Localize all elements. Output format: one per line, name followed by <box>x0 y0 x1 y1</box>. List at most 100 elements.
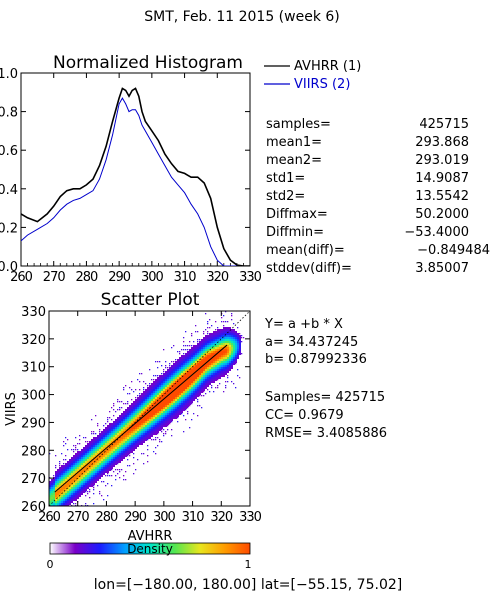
density-cell <box>171 403 173 405</box>
density-cell <box>77 467 79 469</box>
density-cell <box>133 437 135 439</box>
density-cell <box>127 451 129 453</box>
density-cell <box>59 461 61 463</box>
density-cell <box>113 463 115 465</box>
density-cell <box>101 453 103 455</box>
density-cell <box>87 473 89 475</box>
density-cell <box>189 365 191 367</box>
scatter-y-tick-label: 320 <box>21 333 46 348</box>
density-cell <box>239 337 241 339</box>
density-cell <box>205 341 207 343</box>
density-cell <box>193 389 195 391</box>
density-cell <box>127 437 129 439</box>
density-cell <box>107 425 109 427</box>
density-cell <box>67 473 69 475</box>
density-cell <box>79 471 81 473</box>
density-cell <box>189 345 191 347</box>
density-cell <box>153 385 155 387</box>
density-cell <box>117 409 119 411</box>
density-cell <box>211 371 213 373</box>
colorbar-max-label: 1 <box>245 558 252 571</box>
density-cell <box>129 449 131 451</box>
density-cell <box>137 423 139 425</box>
density-cell <box>199 391 201 393</box>
legend-viirs-label: VIIRS (2) <box>294 77 350 92</box>
density-cell <box>219 363 221 365</box>
density-cell <box>161 397 163 399</box>
density-cell <box>119 455 121 457</box>
density-cell <box>123 423 125 425</box>
density-cell <box>191 359 193 361</box>
density-cell <box>205 329 207 331</box>
density-cell <box>115 431 117 433</box>
density-cell <box>119 439 121 441</box>
density-cell <box>109 441 111 443</box>
density-cell <box>115 449 117 451</box>
density-cell <box>141 399 143 401</box>
density-cell <box>213 367 215 369</box>
density-cell <box>231 341 233 343</box>
density-cell <box>141 427 143 429</box>
density-cell <box>147 395 149 397</box>
density-cell <box>173 411 175 413</box>
density-cell <box>151 425 153 427</box>
density-cell <box>239 349 241 351</box>
density-cell <box>129 409 131 411</box>
density-cell <box>75 485 77 487</box>
density-cell <box>139 395 141 397</box>
density-cell <box>169 379 171 381</box>
density-cell <box>93 471 95 473</box>
density-cell <box>169 375 171 377</box>
density-cell <box>207 333 209 335</box>
density-cell <box>151 429 153 431</box>
density-cell <box>121 441 123 443</box>
density-cell <box>157 381 159 383</box>
density-cell <box>229 331 231 333</box>
density-cell <box>109 469 111 471</box>
density-cell <box>197 405 199 407</box>
density-cell <box>137 429 139 431</box>
density-cell <box>147 439 149 441</box>
density-cell <box>219 375 221 377</box>
density-cell <box>215 345 217 347</box>
density-cell <box>105 465 107 467</box>
density-cell <box>105 429 107 431</box>
density-cell <box>55 499 57 501</box>
density-cell <box>61 489 63 491</box>
density-cell <box>219 333 221 335</box>
density-cell <box>233 383 235 385</box>
density-cell <box>211 363 213 365</box>
density-cell <box>157 391 159 393</box>
density-cell <box>77 469 79 471</box>
density-cell <box>147 435 149 437</box>
density-cell <box>85 449 87 451</box>
density-cell <box>101 447 103 449</box>
density-cell <box>69 475 71 477</box>
density-cell <box>125 415 127 417</box>
density-cell <box>189 381 191 383</box>
density-cell <box>69 473 71 475</box>
density-cell <box>85 477 87 479</box>
density-cell <box>109 467 111 469</box>
density-cell <box>83 449 85 451</box>
density-cell <box>173 405 175 407</box>
scatter-y-tick-label: 290 <box>21 416 46 431</box>
density-cell <box>177 395 179 397</box>
density-cell <box>49 497 51 499</box>
density-cell <box>73 489 75 491</box>
density-cell <box>125 429 127 431</box>
density-cell <box>219 357 221 359</box>
density-cell <box>113 447 115 449</box>
density-cell <box>103 445 105 447</box>
density-cell <box>139 441 141 443</box>
density-cell <box>183 375 185 377</box>
density-cell <box>115 435 117 437</box>
density-cell <box>151 389 153 391</box>
density-cell <box>59 481 61 483</box>
density-cell <box>177 407 179 409</box>
density-cell <box>241 341 243 343</box>
density-cell <box>123 447 125 449</box>
density-cell <box>85 503 87 505</box>
density-cell <box>163 377 165 379</box>
density-cell <box>75 469 77 471</box>
